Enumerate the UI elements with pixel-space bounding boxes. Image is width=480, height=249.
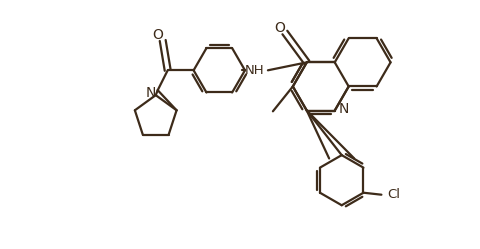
Text: N: N [338,102,348,116]
Text: O: O [152,28,163,43]
Text: O: O [274,21,285,35]
Text: N: N [145,86,156,100]
Text: NH: NH [245,64,264,77]
Text: Cl: Cl [386,188,399,201]
